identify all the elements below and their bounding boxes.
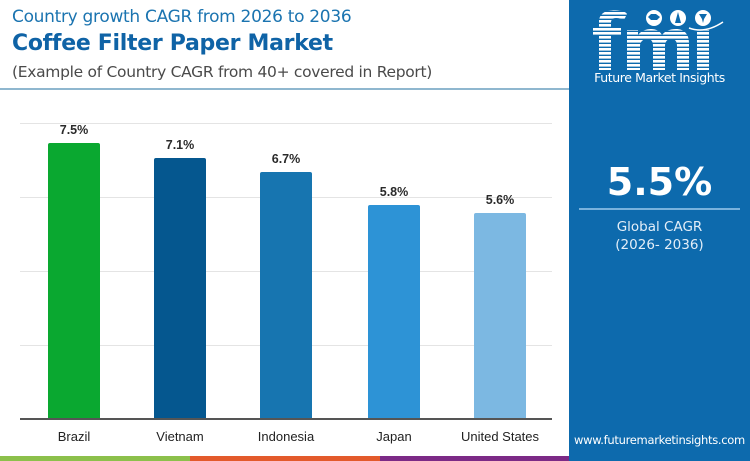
fmi-logo-icon bbox=[593, 10, 724, 70]
bar-value-label: 7.5% bbox=[59, 123, 89, 137]
website-link[interactable]: www.futuremarketinsights.com bbox=[574, 433, 745, 447]
x-tick-label: Vietnam bbox=[156, 429, 204, 444]
chart-title: Coffee Filter Paper Market bbox=[12, 31, 333, 56]
bar-value-label: 5.8% bbox=[379, 185, 409, 199]
x-tick-label: United States bbox=[460, 429, 540, 444]
stripe-green bbox=[0, 456, 190, 461]
bar-value-label: 7.1% bbox=[165, 138, 195, 152]
brand-name: Future Market Insights bbox=[594, 70, 725, 85]
chart-subtitle: Country growth CAGR from 2026 to 2036 bbox=[12, 7, 352, 27]
stripe-orange bbox=[190, 456, 380, 461]
header: Country growth CAGR from 2026 to 2036 Co… bbox=[0, 0, 569, 90]
bar-brazil bbox=[48, 143, 100, 419]
bar-value-label: 5.6% bbox=[485, 193, 515, 207]
summary-panel: Future Market Insights 5.5% Global CAGR … bbox=[569, 0, 750, 461]
global-cagr-value: 5.5% bbox=[606, 160, 713, 204]
x-tick-label: Japan bbox=[376, 429, 412, 444]
panel-divider bbox=[579, 208, 740, 210]
global-cagr-years: (2026- 2036) bbox=[615, 237, 704, 253]
gridline bbox=[20, 123, 552, 124]
bar-japan bbox=[368, 205, 420, 419]
chart-note: (Example of Country CAGR from 40+ covere… bbox=[12, 63, 433, 81]
bar-chart: 7.5% 7.1% 6.7% 5.8% 5.6% Brazil Vietnam … bbox=[0, 90, 569, 460]
header-divider bbox=[0, 88, 569, 90]
bar-vietnam bbox=[154, 158, 206, 419]
global-cagr-label: Global CAGR bbox=[616, 219, 703, 235]
bar-value-label: 6.7% bbox=[271, 152, 301, 166]
stripe-purple bbox=[380, 456, 569, 461]
bar-indonesia bbox=[260, 172, 312, 419]
x-tick-label: Brazil bbox=[57, 429, 91, 444]
x-tick-label: Indonesia bbox=[257, 429, 315, 444]
bar-united-states bbox=[474, 213, 526, 419]
x-axis-line bbox=[20, 418, 552, 420]
